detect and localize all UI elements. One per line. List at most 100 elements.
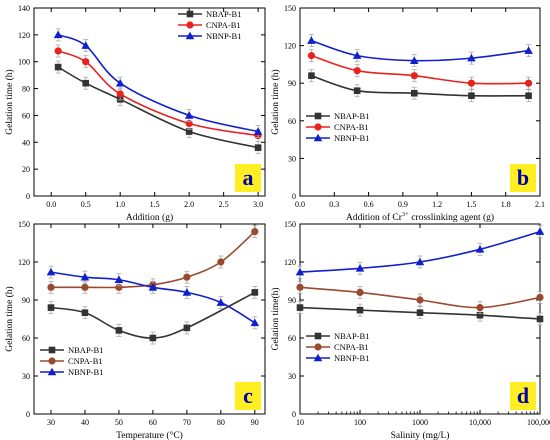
x-tick-label: 2.1 bbox=[535, 200, 545, 209]
x-tick-label: 70 bbox=[183, 418, 191, 427]
panel-letter-box bbox=[510, 382, 536, 410]
x-axis-label: Salinity (mg/L) bbox=[391, 430, 450, 440]
legend-marker bbox=[314, 332, 322, 340]
x-tick-label: 100,000 bbox=[527, 418, 550, 427]
series-line bbox=[311, 39, 529, 62]
x-tick-label: 0.0 bbox=[295, 200, 305, 209]
y-tick-label: 120 bbox=[284, 42, 296, 51]
data-point bbox=[81, 283, 89, 291]
y-axis-label: Gelation time (h) bbox=[4, 286, 15, 351]
legend-label: CNPA-B1 bbox=[68, 356, 103, 366]
x-tick-label: 2.5 bbox=[219, 200, 229, 209]
data-point bbox=[525, 92, 532, 100]
data-point bbox=[251, 228, 259, 236]
y-tick-label: 0 bbox=[292, 410, 296, 419]
x-tick-label: 30 bbox=[47, 418, 55, 427]
data-point bbox=[467, 79, 476, 87]
series-cnpa-b1 bbox=[296, 280, 544, 315]
x-axis-label: Addition (g) bbox=[126, 212, 173, 223]
legend-label: CNPA-B1 bbox=[206, 20, 241, 30]
data-point bbox=[217, 258, 225, 266]
series-nbap-b1 bbox=[54, 60, 262, 155]
chart-panel-b: 0.0 0.3 0.6 0.9 1.2 1.5 1.8 2.1 0 30 60 90 120 150 Add… bbox=[270, 4, 545, 223]
data-point bbox=[308, 72, 315, 79]
x-tick-label: 3.0 bbox=[253, 200, 263, 209]
y-tick-label: 90 bbox=[288, 79, 296, 88]
panel-letter-box bbox=[510, 164, 536, 192]
data-point bbox=[216, 298, 226, 306]
y-tick-label: 30 bbox=[22, 372, 30, 381]
data-point bbox=[467, 53, 476, 62]
x-tick-label: 40 bbox=[81, 418, 89, 427]
series-cnpa-b1 bbox=[54, 44, 262, 142]
series-nbnp-b1 bbox=[46, 265, 260, 330]
series-line bbox=[311, 74, 529, 97]
x-tick-label: 10 bbox=[296, 418, 304, 427]
data-point bbox=[184, 111, 194, 119]
data-point bbox=[114, 275, 124, 284]
legend-marker bbox=[186, 21, 194, 29]
legend-label: NBNP-B1 bbox=[206, 31, 241, 41]
y-tick-label: 120 bbox=[18, 31, 30, 40]
data-point bbox=[296, 283, 304, 291]
data-point bbox=[475, 245, 485, 253]
x-tick-label: 50 bbox=[115, 418, 123, 427]
data-point bbox=[356, 288, 364, 296]
y-tick-label: 150 bbox=[284, 220, 296, 229]
data-point bbox=[356, 306, 364, 314]
legend-label: NBAP-B1 bbox=[206, 9, 241, 19]
y-tick-label: 40 bbox=[22, 138, 30, 147]
series-nbap-b1 bbox=[308, 69, 532, 103]
y-tick-label: 60 bbox=[22, 334, 30, 343]
x-tick-label: 60 bbox=[149, 418, 157, 427]
y-tick-label: 120 bbox=[284, 258, 296, 267]
data-point bbox=[355, 264, 365, 272]
data-point bbox=[536, 293, 544, 302]
legend-label: NBNP-B1 bbox=[334, 133, 369, 143]
data-point bbox=[416, 296, 424, 304]
y-tick-label: 0 bbox=[292, 192, 296, 201]
y-axis-label: Gelation time (h) bbox=[4, 69, 15, 134]
x-tick-label: 1.5 bbox=[466, 200, 476, 209]
legend-marker bbox=[47, 367, 57, 376]
data-point bbox=[254, 144, 262, 151]
legend-label: NBNP-B1 bbox=[68, 367, 103, 377]
data-point bbox=[115, 78, 125, 87]
series-nbnp-b1 bbox=[295, 225, 545, 279]
data-point bbox=[295, 267, 305, 276]
data-point bbox=[47, 304, 55, 311]
data-point bbox=[307, 52, 316, 60]
data-point bbox=[353, 67, 361, 75]
legend-marker bbox=[314, 123, 322, 131]
data-point bbox=[82, 79, 90, 87]
data-point bbox=[476, 311, 484, 319]
data-point bbox=[148, 283, 158, 291]
y-tick-label: 20 bbox=[22, 165, 30, 174]
data-point bbox=[54, 47, 62, 55]
y-tick-label: 90 bbox=[22, 296, 30, 305]
x-tick-label: 2.0 bbox=[184, 200, 194, 209]
data-point bbox=[535, 227, 545, 235]
y-tick-label: 60 bbox=[288, 334, 296, 343]
legend-marker bbox=[313, 133, 323, 142]
legend-marker bbox=[185, 31, 195, 40]
y-axis-label: Gelation time(h) bbox=[270, 287, 281, 350]
y-tick-label: 80 bbox=[22, 85, 30, 94]
panel-letter: c bbox=[243, 383, 253, 408]
series-nbnp-b1 bbox=[53, 28, 263, 138]
plot-frame bbox=[33, 7, 266, 197]
data-point bbox=[524, 79, 533, 87]
data-point bbox=[476, 304, 484, 312]
x-tick-label: 80 bbox=[217, 418, 225, 427]
x-tick-label: 1.5 bbox=[150, 200, 160, 209]
x-axis-label: Addition of Cr3+ crosslinking agent (g) bbox=[346, 211, 494, 223]
plot-frame bbox=[33, 223, 266, 415]
legend-label: NBAP-B1 bbox=[68, 345, 103, 355]
series-nbap-b1 bbox=[47, 285, 259, 345]
series-line bbox=[50, 291, 256, 339]
y-tick-label: 140 bbox=[18, 4, 30, 13]
